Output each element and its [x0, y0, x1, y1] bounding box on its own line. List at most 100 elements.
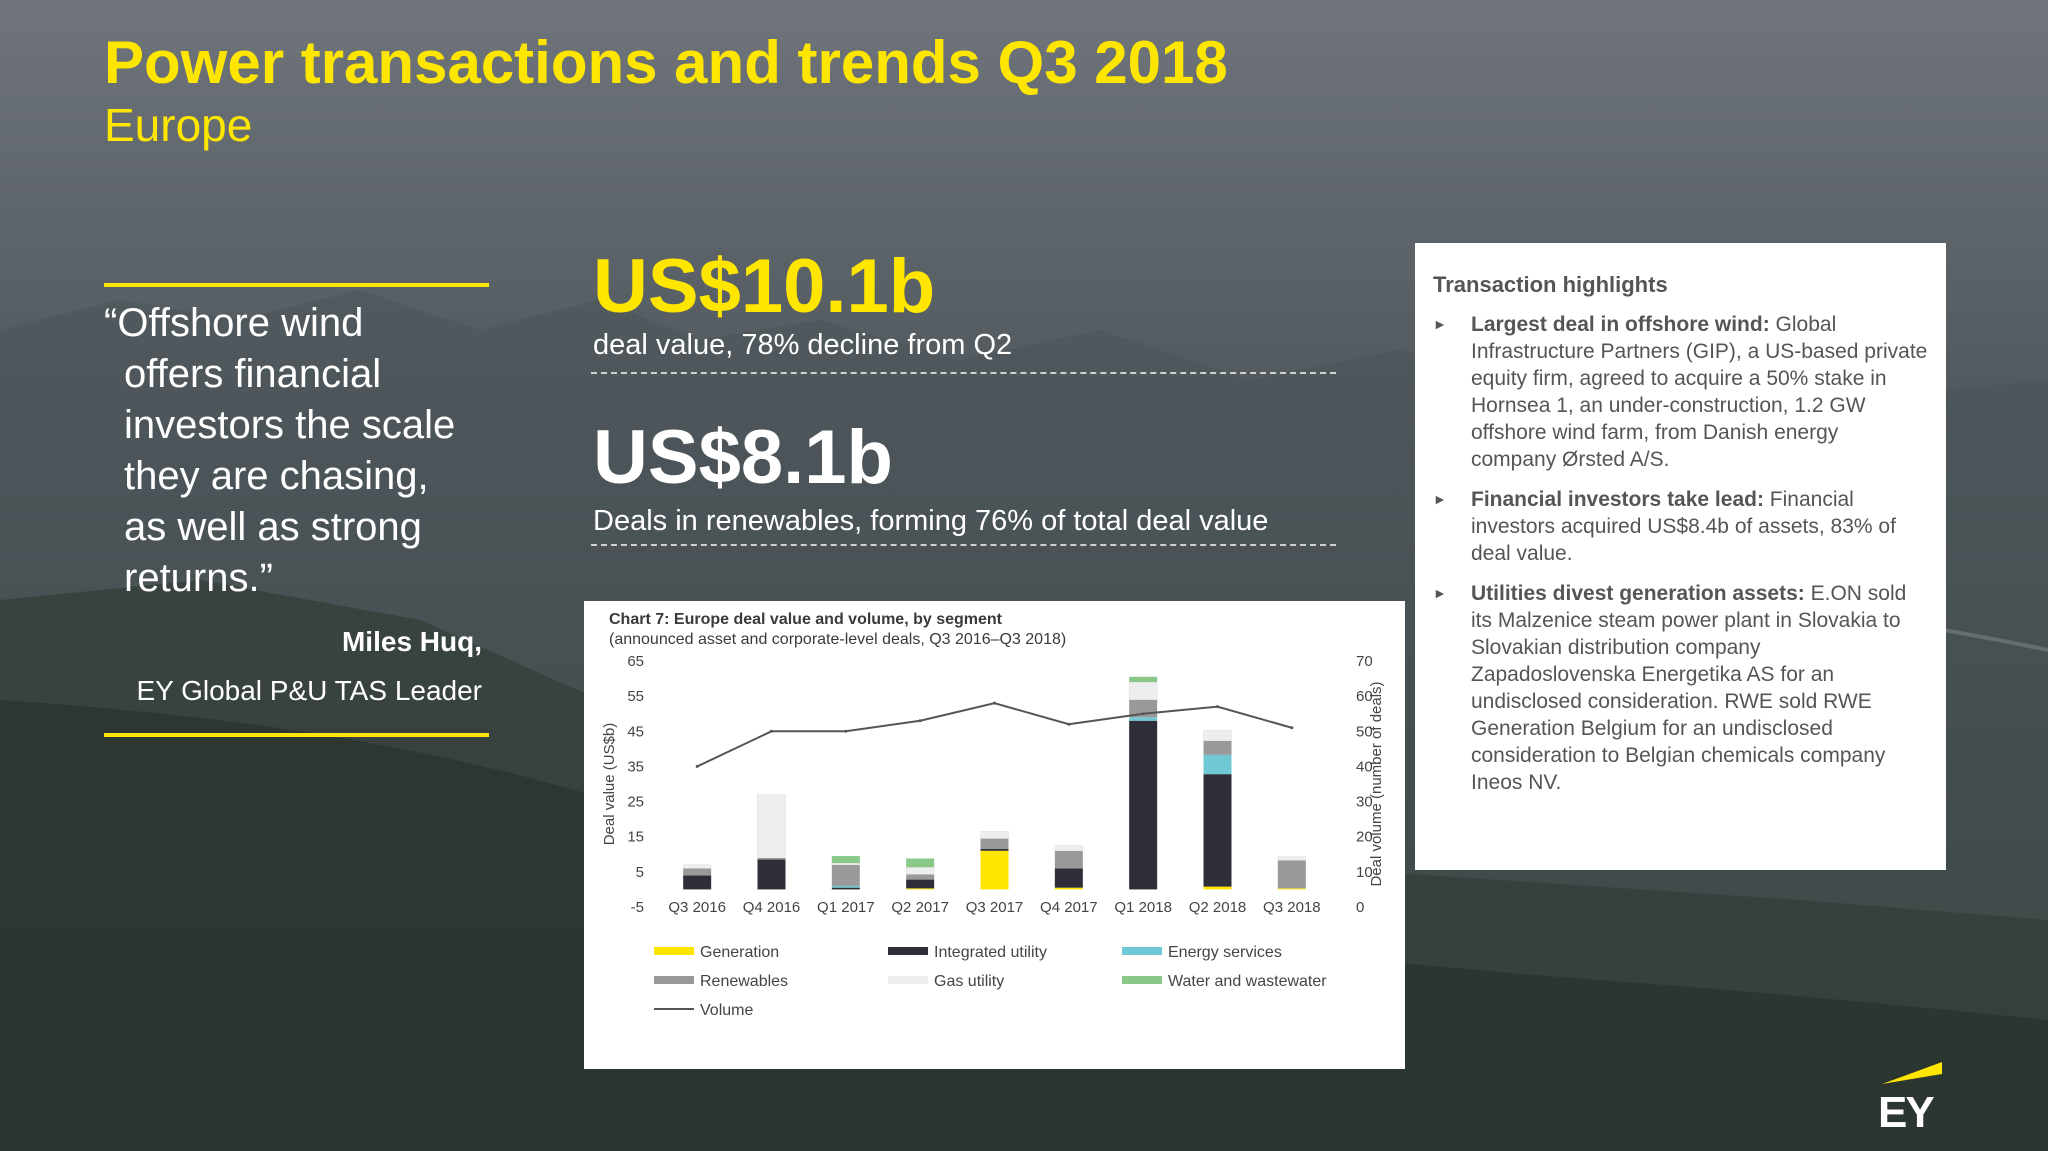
volume-line	[696, 702, 1293, 768]
bar-segment	[1129, 717, 1158, 721]
bar-segment	[980, 838, 1009, 850]
ey-logo-icon	[1882, 1062, 1942, 1084]
x-tick-label: Q1 2017	[817, 899, 875, 916]
x-tick-label: Q3 2016	[668, 899, 726, 916]
y-tick-label: -5	[631, 899, 644, 916]
triangle-bullet-icon: ►	[1433, 585, 1447, 601]
triangle-bullet-icon: ►	[1433, 316, 1447, 332]
highlight-lead: Utilities divest generation assets:	[1471, 582, 1805, 605]
bar-segment	[831, 864, 860, 886]
legend-swatch	[888, 976, 928, 984]
chart-subtitle: (announced asset and corporate-level dea…	[609, 631, 1067, 648]
volume-point	[1216, 705, 1219, 709]
bar-segment	[683, 875, 712, 890]
highlight-item: ► Financial investors take lead: Financi…	[1433, 486, 1928, 567]
volume-point	[1067, 722, 1071, 726]
bar-segment	[1277, 888, 1306, 890]
quote-text: “Offshore wind offers financial investor…	[104, 298, 504, 604]
legend-label: Integrated utility	[934, 944, 1047, 961]
y-tick-label: 15	[627, 829, 644, 846]
y2-axis-label: Deal volume (number of deals)	[1368, 681, 1385, 886]
highlights-list: ► Largest deal in offshore wind: Global …	[1433, 311, 1928, 809]
quote-line: as well as strong	[124, 505, 422, 549]
legend-label: Energy services	[1168, 944, 1282, 961]
y-tick-label: 5	[636, 864, 644, 881]
legend-label: Generation	[700, 944, 779, 961]
page-subtitle: Europe	[104, 99, 253, 151]
bar-segment	[980, 849, 1009, 851]
quote-author-role: EY Global P&U TAS Leader	[136, 675, 482, 706]
x-tick-label: Q1 2018	[1114, 899, 1172, 916]
stat-deal-value: US$10.1b	[593, 244, 936, 329]
legend-label: Gas utility	[934, 973, 1004, 990]
legend-swatch	[888, 947, 928, 955]
highlight-item: ► Largest deal in offshore wind: Global …	[1433, 311, 1928, 473]
triangle-bullet-icon: ►	[1433, 491, 1447, 507]
page-title: Power transactions and trends Q3 2018	[104, 29, 1228, 96]
x-tick-label: Q3 2017	[966, 899, 1024, 916]
legend-label: Volume	[700, 1002, 753, 1019]
highlight-item: ► Utilities divest generation assets: E.…	[1433, 580, 1928, 796]
bar-segment	[1277, 860, 1306, 889]
y2-tick-label: 60	[1356, 688, 1373, 705]
transaction-highlights-panel: Transaction highlights ► Largest deal in…	[1415, 243, 1946, 870]
x-tick-label: Q3 2018	[1263, 899, 1321, 916]
volume-point	[695, 764, 699, 768]
bar-segment	[980, 850, 1009, 890]
stat-deal-value-desc: deal value, 78% decline from Q2	[593, 329, 1013, 361]
y-tick-label: 65	[627, 653, 644, 670]
bar-segment	[831, 885, 860, 888]
bar-segment	[906, 888, 935, 890]
bar-segment	[1203, 754, 1232, 775]
highlight-body: E.ON sold its Malzenice steam power plan…	[1471, 582, 1907, 794]
quote-line: returns.”	[124, 556, 273, 600]
quote-top-rule	[104, 283, 489, 287]
volume-point	[993, 701, 996, 705]
y2-tick-label: 40	[1356, 758, 1373, 775]
bar-segment	[980, 831, 1009, 839]
volume-point	[1141, 712, 1145, 716]
highlight-body: Financial investors acquired US$8.4b of …	[1471, 488, 1896, 565]
bar-segment	[1203, 886, 1232, 890]
stat-renewables-value: US$8.1b	[593, 415, 893, 500]
y2-tick-label: 10	[1356, 864, 1373, 881]
bar-segment	[905, 867, 935, 875]
bar-segment	[757, 794, 786, 859]
bar-segment	[1129, 720, 1158, 890]
legend-swatch	[654, 976, 694, 984]
bar-segment	[831, 862, 861, 866]
y2-tick-label: 0	[1356, 899, 1364, 916]
bar-segment	[1054, 868, 1083, 888]
bar-segment	[906, 874, 935, 880]
bar-segment	[1054, 850, 1083, 869]
highlight-lead: Financial investors take lead:	[1471, 488, 1764, 511]
quote-author: Miles Huq,	[341, 626, 482, 657]
bar-segment	[1277, 856, 1307, 861]
stat-renewables-desc: Deals in renewables, forming 76% of tota…	[593, 505, 1269, 537]
quote-line: they are chasing,	[124, 454, 429, 498]
bar-segment	[1129, 676, 1158, 683]
volume-point	[1290, 726, 1294, 730]
bar-segment	[1203, 774, 1232, 887]
bar-segment	[831, 887, 860, 890]
y2-tick-label: 50	[1356, 723, 1373, 740]
volume-point	[918, 719, 922, 723]
deal-value-volume-chart: -5 5 15 25 35 45 55 65 0 10 20 30 40 50 60 70 Deal value…	[601, 653, 1385, 1019]
bar-segment	[906, 858, 935, 868]
volume-point	[844, 729, 848, 733]
bar-segment	[682, 864, 712, 869]
bar-segment	[757, 857, 786, 860]
quote-line: offers financial	[124, 352, 382, 396]
highlight-lead: Largest deal in offshore wind:	[1471, 313, 1770, 336]
bar-segment	[831, 856, 860, 864]
highlights-heading: Transaction highlights	[1433, 272, 1668, 297]
x-tick-label: Q4 2016	[743, 899, 801, 916]
bar-segment	[906, 879, 935, 889]
bar-segment	[1128, 681, 1158, 700]
bar-segment	[1054, 887, 1083, 890]
legend-swatch	[1122, 947, 1162, 955]
y-tick-label: 35	[627, 758, 644, 775]
stat-divider	[591, 372, 1336, 374]
quote-bottom-rule	[104, 733, 489, 737]
chart-panel: -5 5 15 25 35 45 55 65 0 10 20 30 40 50 60 70 Deal value…	[584, 601, 1405, 1069]
